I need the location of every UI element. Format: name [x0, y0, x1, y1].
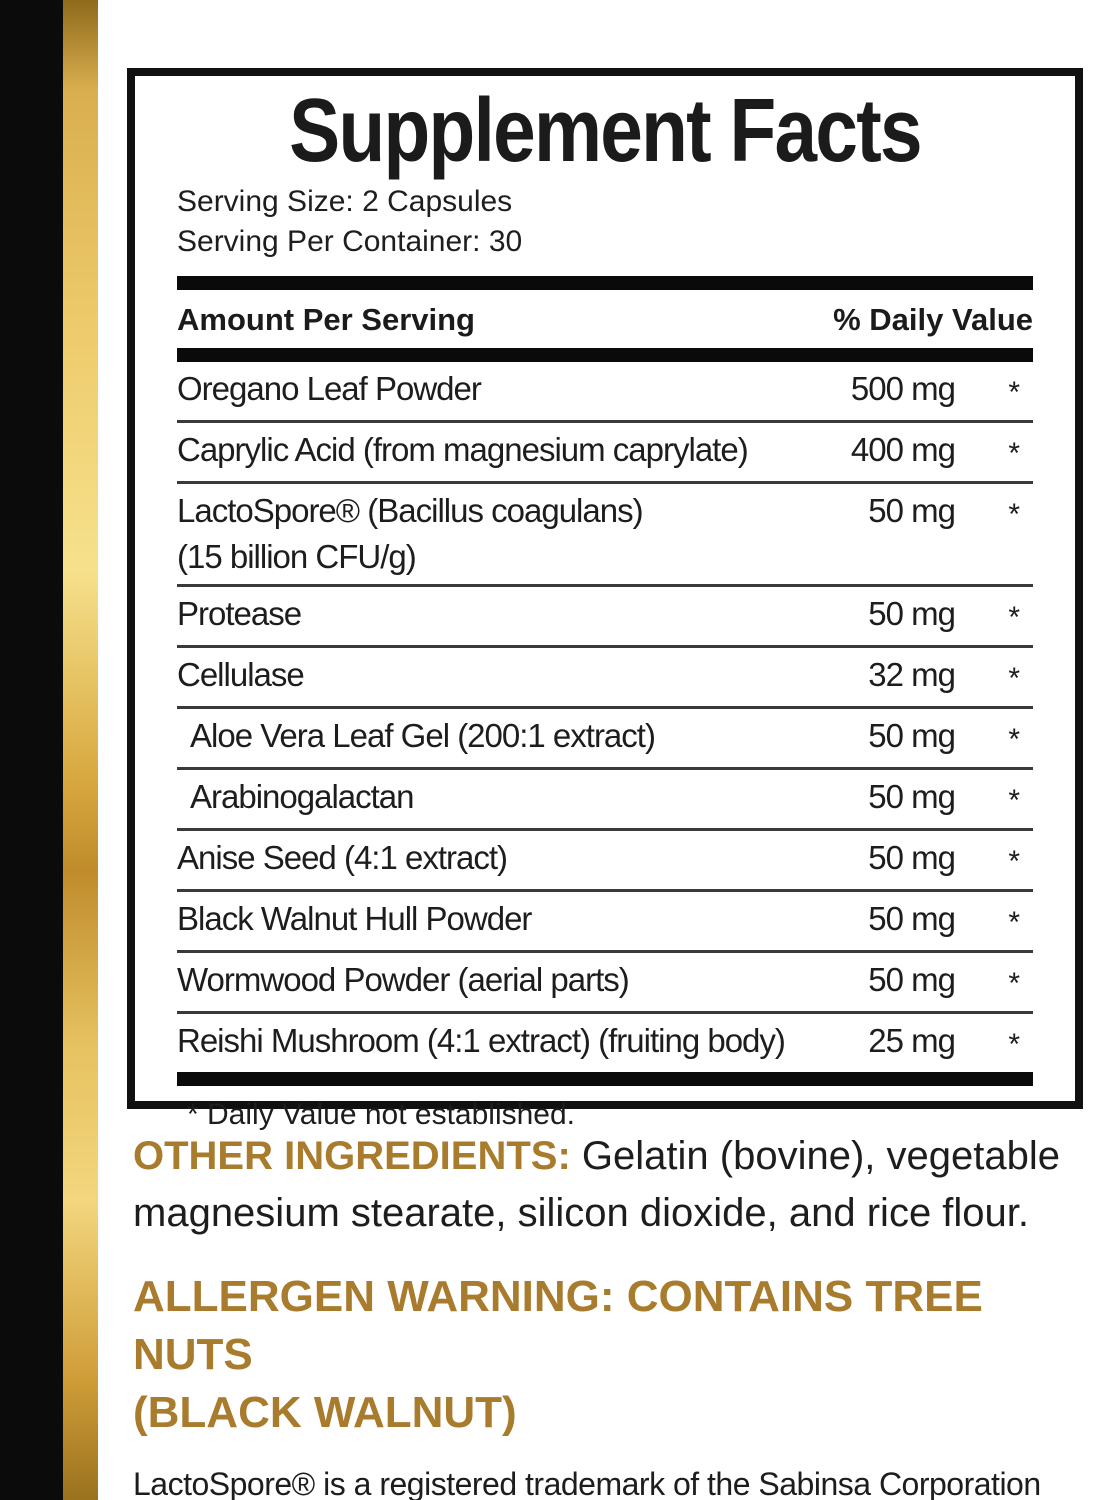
daily-value-asterisk: * [1008, 437, 1020, 471]
table-row: LactoSpore® (Bacillus coagulans) (15 bil… [177, 481, 1033, 584]
supplement-facts-panel: Supplement Facts Serving Size: 2 Capsule… [127, 68, 1083, 1131]
table-row: Cellulase 32 mg * [177, 645, 1033, 706]
ingredient-name: Anise Seed (4:1 extract) [177, 839, 508, 877]
ingredient-amount: 50 mg [868, 595, 956, 633]
ingredient-amount: 32 mg [868, 656, 956, 694]
label-footer-text: OTHER INGREDIENTS: Gelatin (bovine), veg… [133, 1128, 1099, 1500]
left-gold-stripe [63, 0, 98, 1500]
thick-rule-top [177, 276, 1033, 291]
other-ingredients-text: Gelatin (bovine), vegetable magnesium st… [133, 1134, 1060, 1235]
allergen-warning-line2: (BLACK WALNUT) [133, 1387, 517, 1437]
daily-value-asterisk: * [1008, 1028, 1020, 1062]
ingredient-amount: 25 mg [868, 1022, 956, 1060]
thick-rule-header [177, 348, 1033, 363]
trademark-note: LactoSpore® is a registered trademark of… [133, 1465, 1041, 1500]
daily-value-asterisk: * [1008, 906, 1020, 940]
left-black-bar [0, 0, 63, 1500]
ingredient-amount: 50 mg [868, 717, 956, 755]
ingredient-amount: 50 mg [868, 778, 956, 816]
ingredient-name: Aloe Vera Leaf Gel (200:1 extract) [190, 717, 656, 755]
daily-value-asterisk: * [1008, 784, 1020, 818]
ingredient-name: Wormwood Powder (aerial parts) [177, 961, 630, 999]
allergen-warning: ALLERGEN WARNING: CONTAINS TREE NUTS (BL… [133, 1268, 1099, 1442]
ingredient-table: Oregano Leaf Powder 500 mg * Caprylic Ac… [177, 362, 1033, 1072]
daily-value-asterisk: * [1008, 662, 1020, 696]
table-row: Arabinogalactan 50 mg * [177, 767, 1033, 828]
panel-title: Supplement Facts [289, 81, 922, 181]
table-row: Caprylic Acid (from magnesium caprylate)… [177, 420, 1033, 481]
ingredient-name: Oregano Leaf Powder [177, 370, 482, 408]
daily-value-asterisk: * [1008, 723, 1020, 757]
ingredient-amount: 50 mg [868, 961, 956, 999]
table-row: Protease 50 mg * [177, 584, 1033, 645]
daily-value-asterisk: * [1008, 845, 1020, 879]
column-header-row: Amount Per Serving % Daily Value [177, 290, 1033, 348]
ingredient-amount: 500 mg [850, 370, 956, 408]
thick-rule-bottom [177, 1072, 1033, 1087]
table-row: Aloe Vera Leaf Gel (200:1 extract) 50 mg… [177, 706, 1033, 767]
table-row: Reishi Mushroom (4:1 extract) (fruiting … [177, 1011, 1033, 1072]
table-row: Black Walnut Hull Powder 50 mg * [177, 889, 1033, 950]
ingredient-name: Cellulase [177, 656, 305, 694]
column-amount-per-serving: Amount Per Serving [177, 302, 475, 338]
ingredient-name: Arabinogalactan [190, 778, 415, 816]
daily-value-asterisk: * [1008, 376, 1020, 410]
other-ingredients-label: OTHER INGREDIENTS: [133, 1134, 571, 1178]
ingredient-name: Reishi Mushroom (4:1 extract) (fruiting … [177, 1022, 786, 1060]
daily-value-asterisk: * [1008, 498, 1020, 532]
ingredient-name: Protease [177, 595, 302, 633]
ingredient-amount: 50 mg [868, 839, 956, 877]
allergen-warning-line1: ALLERGEN WARNING: CONTAINS TREE NUTS [133, 1271, 983, 1379]
table-row: Wormwood Powder (aerial parts) 50 mg * [177, 950, 1033, 1011]
servings-per-container: Serving Per Container: 30 [177, 225, 523, 259]
daily-value-asterisk: * [1008, 967, 1020, 1001]
daily-value-footnote: * Daily Value not established. [187, 1098, 576, 1132]
serving-size: Serving Size: 2 Capsules [177, 185, 513, 218]
ingredient-name: Black Walnut Hull Powder [177, 900, 532, 938]
other-ingredients: OTHER INGREDIENTS: Gelatin (bovine), veg… [133, 1128, 1099, 1242]
ingredient-amount: 50 mg [868, 492, 956, 530]
daily-value-asterisk: * [1008, 601, 1020, 635]
ingredient-amount: 50 mg [868, 900, 956, 938]
table-row: Oregano Leaf Powder 500 mg * [177, 362, 1033, 420]
table-row: Anise Seed (4:1 extract) 50 mg * [177, 828, 1033, 889]
ingredient-name: LactoSpore® (Bacillus coagulans) (15 bil… [177, 492, 644, 576]
column-daily-value: % Daily Value [833, 302, 1033, 338]
ingredient-name: Caprylic Acid (from magnesium caprylate) [177, 431, 749, 469]
ingredient-name-line1: LactoSpore® (Bacillus coagulans) [177, 492, 644, 530]
ingredient-name-line2: (15 billion CFU/g) [177, 538, 417, 576]
ingredient-amount: 400 mg [850, 431, 956, 469]
